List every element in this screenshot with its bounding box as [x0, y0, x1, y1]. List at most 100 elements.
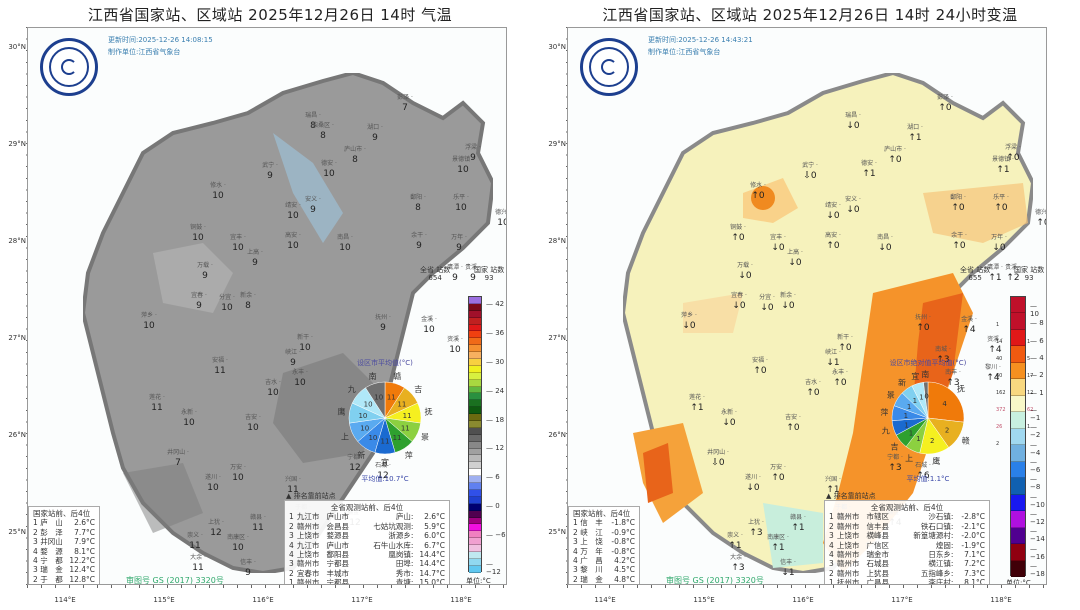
ranking-cell: 信 丰	[580, 518, 603, 528]
station-name: 德安 ·	[861, 160, 877, 167]
station-marker: 靖安 · 10	[281, 201, 305, 221]
colorbar-segment	[469, 393, 481, 401]
ranking-cell: 3	[289, 531, 294, 541]
station-value: 9	[470, 153, 476, 163]
colorbar-province-count: 14	[996, 339, 1003, 345]
station-name: 修水 ·	[750, 182, 766, 189]
colorbar-segment	[469, 310, 481, 318]
station-name: 吉水 ·	[265, 379, 281, 386]
ranking-cell: 石牛山水库:	[373, 540, 414, 550]
ranking-cell: 上 饶	[580, 537, 603, 547]
station-marker: 鹰潭 · ↑1	[983, 263, 1007, 283]
ranking-cell: 3	[573, 565, 578, 575]
station-value: 9	[452, 273, 458, 283]
station-marker: 上高 · 9	[243, 248, 267, 268]
station-value: ↑6	[916, 471, 930, 481]
station-value: 10	[207, 483, 219, 493]
station-marker: 鄱阳 · ↑0	[946, 193, 970, 213]
station-name: 安义 ·	[305, 196, 321, 203]
station-marker: 上高 · ↓0	[783, 248, 807, 268]
station-marker: 万载 · 9	[193, 261, 217, 281]
colorbar-province-count-label: 全省 站数 655	[960, 266, 991, 282]
station-name: 铜鼓 ·	[190, 224, 206, 231]
latitude-label: 27°N	[540, 334, 572, 342]
station-marker: 安福 · 11	[208, 356, 232, 376]
station-name: 德安 ·	[321, 160, 337, 167]
colorbar-segment	[469, 462, 481, 470]
station-name: 湖口 ·	[367, 124, 383, 131]
colorbar-national-count: 17	[1027, 373, 1034, 379]
station-marker: 南康区 · 10	[226, 533, 250, 553]
pie-slice-city: 吉	[891, 443, 899, 452]
station-value: ↑0	[786, 423, 800, 433]
colorbar-tick-label: — 8	[1030, 319, 1044, 328]
colorbar-segment	[1011, 428, 1025, 446]
station-marker: 修水 · ↑0	[746, 181, 770, 201]
pie-slice-city: 吉	[414, 385, 422, 394]
colorbar-tick-label: — −18	[1030, 562, 1045, 578]
pie-slice-value: 11	[397, 400, 406, 408]
station-name: 分宜 ·	[759, 294, 775, 301]
colorbar-national-count-label: 国家 站数 93	[1014, 266, 1045, 282]
ranking-cell: 15.0°C	[419, 578, 445, 585]
station-value: ↑0	[838, 343, 852, 353]
ranking-cell: 3	[33, 537, 38, 547]
station-value: ↓0	[738, 271, 752, 281]
colorbar-segment	[469, 510, 481, 518]
province-ranking-title: 全省观测站前、后4位	[870, 503, 944, 512]
station-marker: 武宁 · ⇩0	[798, 161, 822, 181]
station-marker: 安义 · 9	[301, 195, 325, 215]
ranking-cell: 赣州市	[836, 512, 860, 522]
ranking-row: 2 赣州市 会昌县 七姑坑观测: 5.9°C	[289, 522, 445, 531]
colorbar-national-count: 1	[1027, 424, 1031, 430]
ranking-cell: 上饶市	[296, 531, 320, 541]
station-name: 金溪 ·	[961, 316, 977, 323]
colorbar-segment	[469, 400, 481, 408]
station-value: ↑1	[826, 485, 840, 495]
station-marker: 贵溪 · ↑2	[1001, 263, 1025, 283]
ranking-row: 1上 犹12.9°C	[33, 584, 95, 585]
latitude-label: 25°N	[0, 528, 32, 536]
station-marker: 信丰 · 9	[236, 558, 260, 578]
station-name: 新干 ·	[297, 334, 313, 341]
pie-slice-city: 鹰	[337, 407, 345, 417]
station-value: ↓0	[846, 121, 860, 131]
colorbar-segment	[1011, 395, 1025, 413]
pie-slice-value: 1	[916, 435, 920, 443]
station-value: ↑0	[1006, 153, 1020, 163]
station-value: 7	[402, 103, 408, 113]
ranking-cell: 赣州市	[836, 568, 860, 578]
ranking-cell: 2	[573, 527, 578, 537]
station-marker: 鹰潭 · 9	[443, 263, 467, 283]
station-value: 10	[323, 169, 335, 179]
station-name: 庐山市 ·	[344, 146, 366, 153]
audit-number: 审图号 GS (2017) 3320号	[666, 576, 764, 585]
colorbar-segment	[469, 503, 481, 511]
station-value: 11	[192, 563, 204, 573]
colorbar-province-count: 40	[996, 356, 1003, 362]
station-name: 万安 ·	[770, 464, 786, 471]
latitude-label: 26°N	[540, 431, 572, 439]
station-value: 8	[352, 155, 358, 165]
ranking-cell: 6.7°C	[424, 540, 445, 550]
colorbar-tick-label: — 6	[486, 473, 500, 482]
ranking-cell: 九江市	[296, 512, 320, 522]
station-name: 峡江 ·	[285, 349, 301, 356]
station-name: 鹰潭 ·	[447, 264, 463, 271]
station-marker: 彭泽 · 7	[393, 93, 417, 113]
station-name: 大余 ·	[190, 554, 206, 561]
ranking-row: 1 赣州市 市辖区 沙石镇: -2.8°C	[829, 512, 985, 521]
station-value: ↓1	[826, 358, 840, 368]
colorbar-tick-label: — 4	[1030, 354, 1044, 362]
station-name: 宜丰 ·	[770, 234, 786, 241]
ranking-cell: 宁都县	[326, 559, 350, 569]
station-name: 万年 ·	[991, 234, 1007, 241]
pie-slice-city: 鹰	[932, 456, 940, 466]
pie-slice-value: 1	[904, 412, 908, 420]
ranking-cell: 于 都	[40, 574, 63, 584]
station-marker: 宜春 · 9	[187, 291, 211, 311]
colorbar-segment	[469, 379, 481, 387]
pie-slice	[365, 381, 386, 419]
ranking-cell: 上 犹	[40, 584, 69, 585]
